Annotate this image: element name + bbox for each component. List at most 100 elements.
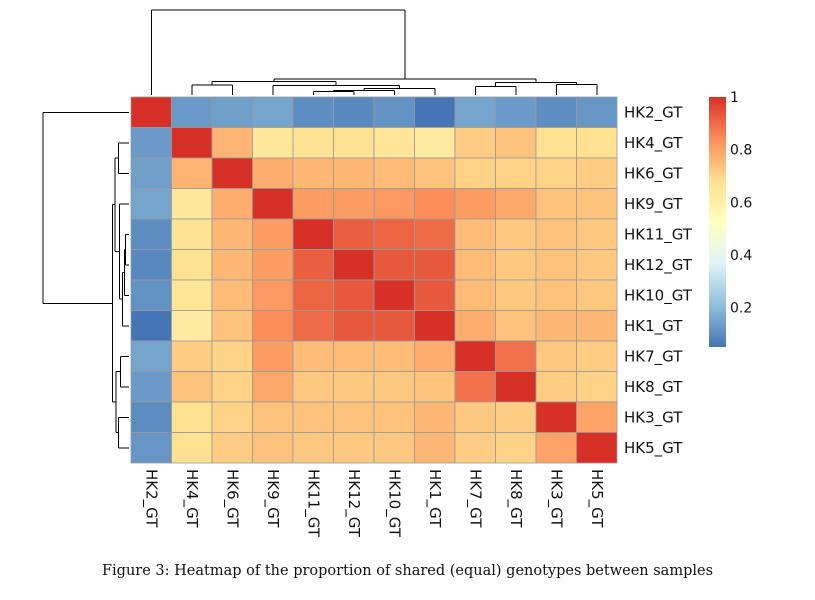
heatmap-cell <box>292 310 334 342</box>
figure-caption: Figure 3: Heatmap of the proportion of s… <box>101 563 714 579</box>
column-label: HK11_GT <box>303 469 322 538</box>
heatmap-cell <box>535 279 577 311</box>
heatmap-cell <box>171 432 213 464</box>
heatmap-cell <box>292 279 334 311</box>
column-label: HK10_GT <box>384 469 403 538</box>
heatmap-cell <box>454 249 496 281</box>
heatmap-cell <box>454 127 496 159</box>
heatmap-cell <box>414 340 456 372</box>
heatmap-cell <box>495 340 537 372</box>
heatmap-cell <box>130 340 172 372</box>
heatmap-cell <box>171 310 213 342</box>
heatmap-cell <box>252 401 294 433</box>
heatmap-cell <box>373 157 415 189</box>
column-label: HK6_GT <box>222 469 241 528</box>
heatmap-cell <box>373 96 415 128</box>
heatmap-cell <box>454 188 496 220</box>
heatmap-cell <box>292 96 334 128</box>
heatmap-cell <box>495 96 537 128</box>
row-labels: HK2_GT HK4_GT HK6_GT HK9_GT HK11_GT HK12_GT HK… <box>624 103 693 458</box>
heatmap-cell <box>535 432 577 464</box>
heatmap-cell <box>576 218 618 250</box>
heatmap-cell <box>454 218 496 250</box>
heatmap-cell <box>333 310 375 342</box>
heatmap-cell <box>171 371 213 403</box>
heatmap-cell <box>333 371 375 403</box>
heatmap-cell <box>252 310 294 342</box>
column-label: HK4_GT <box>182 469 201 528</box>
heatmap-cell <box>373 401 415 433</box>
heatmap-cell <box>576 157 618 189</box>
heatmap-cell <box>252 188 294 220</box>
heatmap-cell <box>414 249 456 281</box>
heatmap-cell <box>171 188 213 220</box>
heatmap-cell <box>576 127 618 159</box>
heatmap-cell <box>252 157 294 189</box>
heatmap-cell <box>414 371 456 403</box>
heatmap-cell <box>373 279 415 311</box>
row-label: HK10_GT <box>624 286 693 305</box>
heatmap-cell <box>292 401 334 433</box>
heatmap-cell <box>535 249 577 281</box>
heatmap-cell <box>495 401 537 433</box>
heatmap-cell <box>252 127 294 159</box>
heatmap-cell <box>535 401 577 433</box>
heatmap-cell <box>252 249 294 281</box>
heatmap-cell <box>130 157 172 189</box>
heatmap-cell <box>454 432 496 464</box>
heatmap-cell <box>333 432 375 464</box>
heatmap-cell <box>130 249 172 281</box>
heatmap-cell <box>292 127 334 159</box>
heatmap-cell <box>211 279 253 311</box>
heatmap-cell <box>414 310 456 342</box>
legend-colorbar <box>709 97 726 347</box>
heatmap-cell <box>171 157 213 189</box>
heatmap-figure: HK2_GT HK4_GT HK6_GT HK9_GT HK11_GT HK12_GT HK… <box>42 9 752 538</box>
column-labels: HK2_GT HK4_GT HK6_GT HK9_GT HK11_GT HK12_GT HK… <box>141 469 606 538</box>
heatmap-cell <box>130 96 172 128</box>
legend-tick-label: 1 <box>730 90 739 106</box>
heatmap-cell <box>211 188 253 220</box>
heatmap-cell <box>130 218 172 250</box>
row-label: HK4_GT <box>624 134 683 153</box>
row-label: HK7_GT <box>624 347 683 366</box>
heatmap-cell <box>495 279 537 311</box>
column-label: HK9_GT <box>263 469 282 528</box>
heatmap-cell <box>535 157 577 189</box>
color-legend: 0.2 0.4 0.6 0.8 1 <box>709 90 752 347</box>
heatmap-cell <box>454 401 496 433</box>
heatmap-cell <box>535 371 577 403</box>
heatmap-cell <box>576 432 618 464</box>
row-label: HK5_GT <box>624 439 683 458</box>
row-label: HK9_GT <box>624 195 683 214</box>
heatmap-cell <box>373 249 415 281</box>
heatmap-cell <box>495 157 537 189</box>
heatmap-cell <box>373 432 415 464</box>
heatmap-cell <box>211 432 253 464</box>
heatmap-cell <box>130 432 172 464</box>
heatmap-cell <box>495 310 537 342</box>
heatmap-cell <box>495 432 537 464</box>
heatmap-cell <box>171 340 213 372</box>
column-label: HK2_GT <box>141 469 160 528</box>
row-label: HK1_GT <box>624 317 683 336</box>
heatmap-cell <box>211 157 253 189</box>
heatmap-cell <box>535 188 577 220</box>
heatmap-cell <box>292 188 334 220</box>
row-label: HK6_GT <box>624 164 683 183</box>
row-label: HK2_GT <box>624 103 683 122</box>
column-label: HK7_GT <box>465 469 484 528</box>
heatmap-cell <box>211 127 253 159</box>
column-label: HK3_GT <box>546 469 565 528</box>
heatmap-cell <box>454 310 496 342</box>
heatmap-cell <box>576 249 618 281</box>
heatmap-cell <box>171 218 213 250</box>
heatmap-cell <box>292 249 334 281</box>
heatmap-cell <box>495 249 537 281</box>
heatmap-cell <box>252 340 294 372</box>
heatmap-cell <box>414 279 456 311</box>
heatmap-cell <box>454 96 496 128</box>
legend-tick-label: 0.8 <box>730 143 752 159</box>
heatmap-cell <box>576 310 618 342</box>
heatmap-cell <box>414 218 456 250</box>
